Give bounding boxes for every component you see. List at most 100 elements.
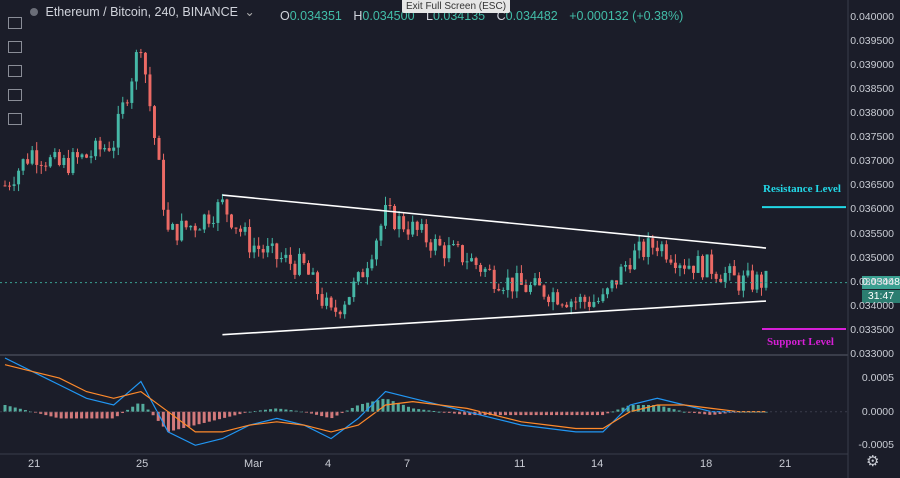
open-value: 0.034351	[289, 9, 342, 23]
macd-histogram-bar	[611, 411, 615, 413]
candle	[397, 216, 401, 230]
candle	[334, 307, 338, 312]
candle	[248, 227, 252, 253]
settings-icon[interactable]: ⚙	[866, 453, 880, 470]
macd-histogram-bar	[80, 411, 84, 419]
candle	[678, 265, 682, 269]
toolbar-icon[interactable]	[8, 41, 22, 53]
candle	[687, 265, 691, 269]
candle	[134, 52, 138, 82]
candle	[655, 247, 659, 252]
candle	[750, 270, 754, 290]
macd-histogram-bar	[350, 407, 354, 412]
macd-histogram-bar	[488, 411, 492, 416]
candle	[402, 216, 406, 230]
close-label: C	[496, 9, 506, 23]
candle	[35, 150, 39, 165]
candle	[356, 272, 360, 282]
candle	[474, 258, 478, 265]
macd-axis-label: 0.0005	[861, 372, 894, 385]
support-trendline	[222, 300, 767, 336]
macd-histogram-bar	[238, 411, 242, 415]
macd-histogram-bar	[509, 411, 513, 416]
candle	[325, 297, 329, 306]
macd-histogram-bar	[192, 411, 196, 426]
symbol-title: Ethereum / Bitcoin, 240, BINANCE	[45, 5, 238, 19]
macd-histogram-bar	[698, 411, 702, 414]
macd-histogram-bar	[218, 411, 222, 420]
macd-histogram-bar	[361, 403, 365, 412]
macd-axis-label: -0.0005	[858, 439, 894, 452]
chevron-down-icon[interactable]: ⌄	[244, 5, 255, 19]
macd-histogram-bar	[529, 411, 533, 416]
candle	[347, 297, 351, 305]
toolbar-icon[interactable]	[8, 89, 22, 101]
toolbar-icon[interactable]	[8, 65, 22, 77]
candle	[189, 225, 193, 228]
candle	[329, 297, 333, 308]
candle	[682, 265, 686, 269]
candle	[125, 102, 129, 104]
macd-histogram-bar	[156, 411, 160, 421]
candle	[547, 296, 551, 303]
macd-histogram-bar	[687, 411, 691, 413]
candle	[759, 274, 763, 288]
macd-histogram-bar	[692, 411, 696, 413]
exit-full-screen-button[interactable]: Exit Full Screen (ESC)	[402, 0, 511, 13]
macd-histogram-bar	[115, 411, 119, 417]
macd-histogram-bar	[606, 411, 610, 414]
macd-histogram-bar	[90, 411, 94, 419]
macd-histogram-bar	[478, 411, 482, 416]
macd-histogram-bar	[284, 409, 288, 412]
candle	[243, 227, 247, 232]
macd-histogram-bar	[514, 411, 518, 416]
macd-histogram-bar	[580, 411, 584, 416]
macd-histogram-bar	[713, 411, 717, 415]
macd-histogram-bar	[207, 411, 211, 422]
macd-histogram-bar	[468, 411, 472, 416]
macd-histogram-bar	[366, 402, 370, 412]
high-value: 0.034500	[362, 9, 415, 23]
macd-histogram-bar	[228, 411, 232, 417]
candle	[207, 214, 211, 224]
price-axis-label: 0.036500	[850, 179, 894, 192]
close-value: 0.034482	[505, 9, 558, 23]
candle	[538, 278, 541, 286]
candle	[266, 245, 270, 253]
macd-histogram-bar	[187, 411, 191, 427]
macd-histogram-bar	[570, 411, 574, 416]
candle	[166, 209, 170, 230]
candle	[365, 268, 369, 278]
price-axis-label: 0.035500	[850, 227, 894, 240]
candle	[592, 301, 596, 307]
candle	[705, 254, 709, 278]
candle	[569, 301, 573, 308]
signal-line	[4, 364, 766, 433]
macd-histogram-bar	[340, 411, 344, 414]
time-axis-label: 14	[591, 458, 604, 470]
macd-histogram-bar	[427, 410, 431, 412]
macd-histogram-bar	[565, 411, 569, 416]
candle	[610, 280, 614, 289]
macd-histogram-bar	[212, 411, 216, 421]
candle	[39, 164, 43, 166]
candle	[560, 304, 564, 306]
macd-histogram-bar	[85, 411, 89, 419]
candle	[302, 253, 306, 264]
candle	[406, 229, 410, 235]
candle	[596, 301, 600, 303]
candle	[30, 150, 34, 164]
macd-histogram-bar	[8, 406, 12, 412]
candle	[171, 224, 175, 230]
candle	[202, 214, 206, 230]
price-axis-label: 0.034000	[850, 299, 894, 312]
toolbar-icon[interactable]	[8, 17, 22, 29]
candle	[664, 244, 668, 260]
macd-histogram-bar	[406, 406, 410, 412]
candle	[533, 278, 537, 286]
symbol-header[interactable]: Ethereum / Bitcoin, 240, BINANCE ⌄	[30, 4, 255, 28]
candle	[551, 292, 555, 303]
toolbar-icon[interactable]	[8, 113, 22, 125]
